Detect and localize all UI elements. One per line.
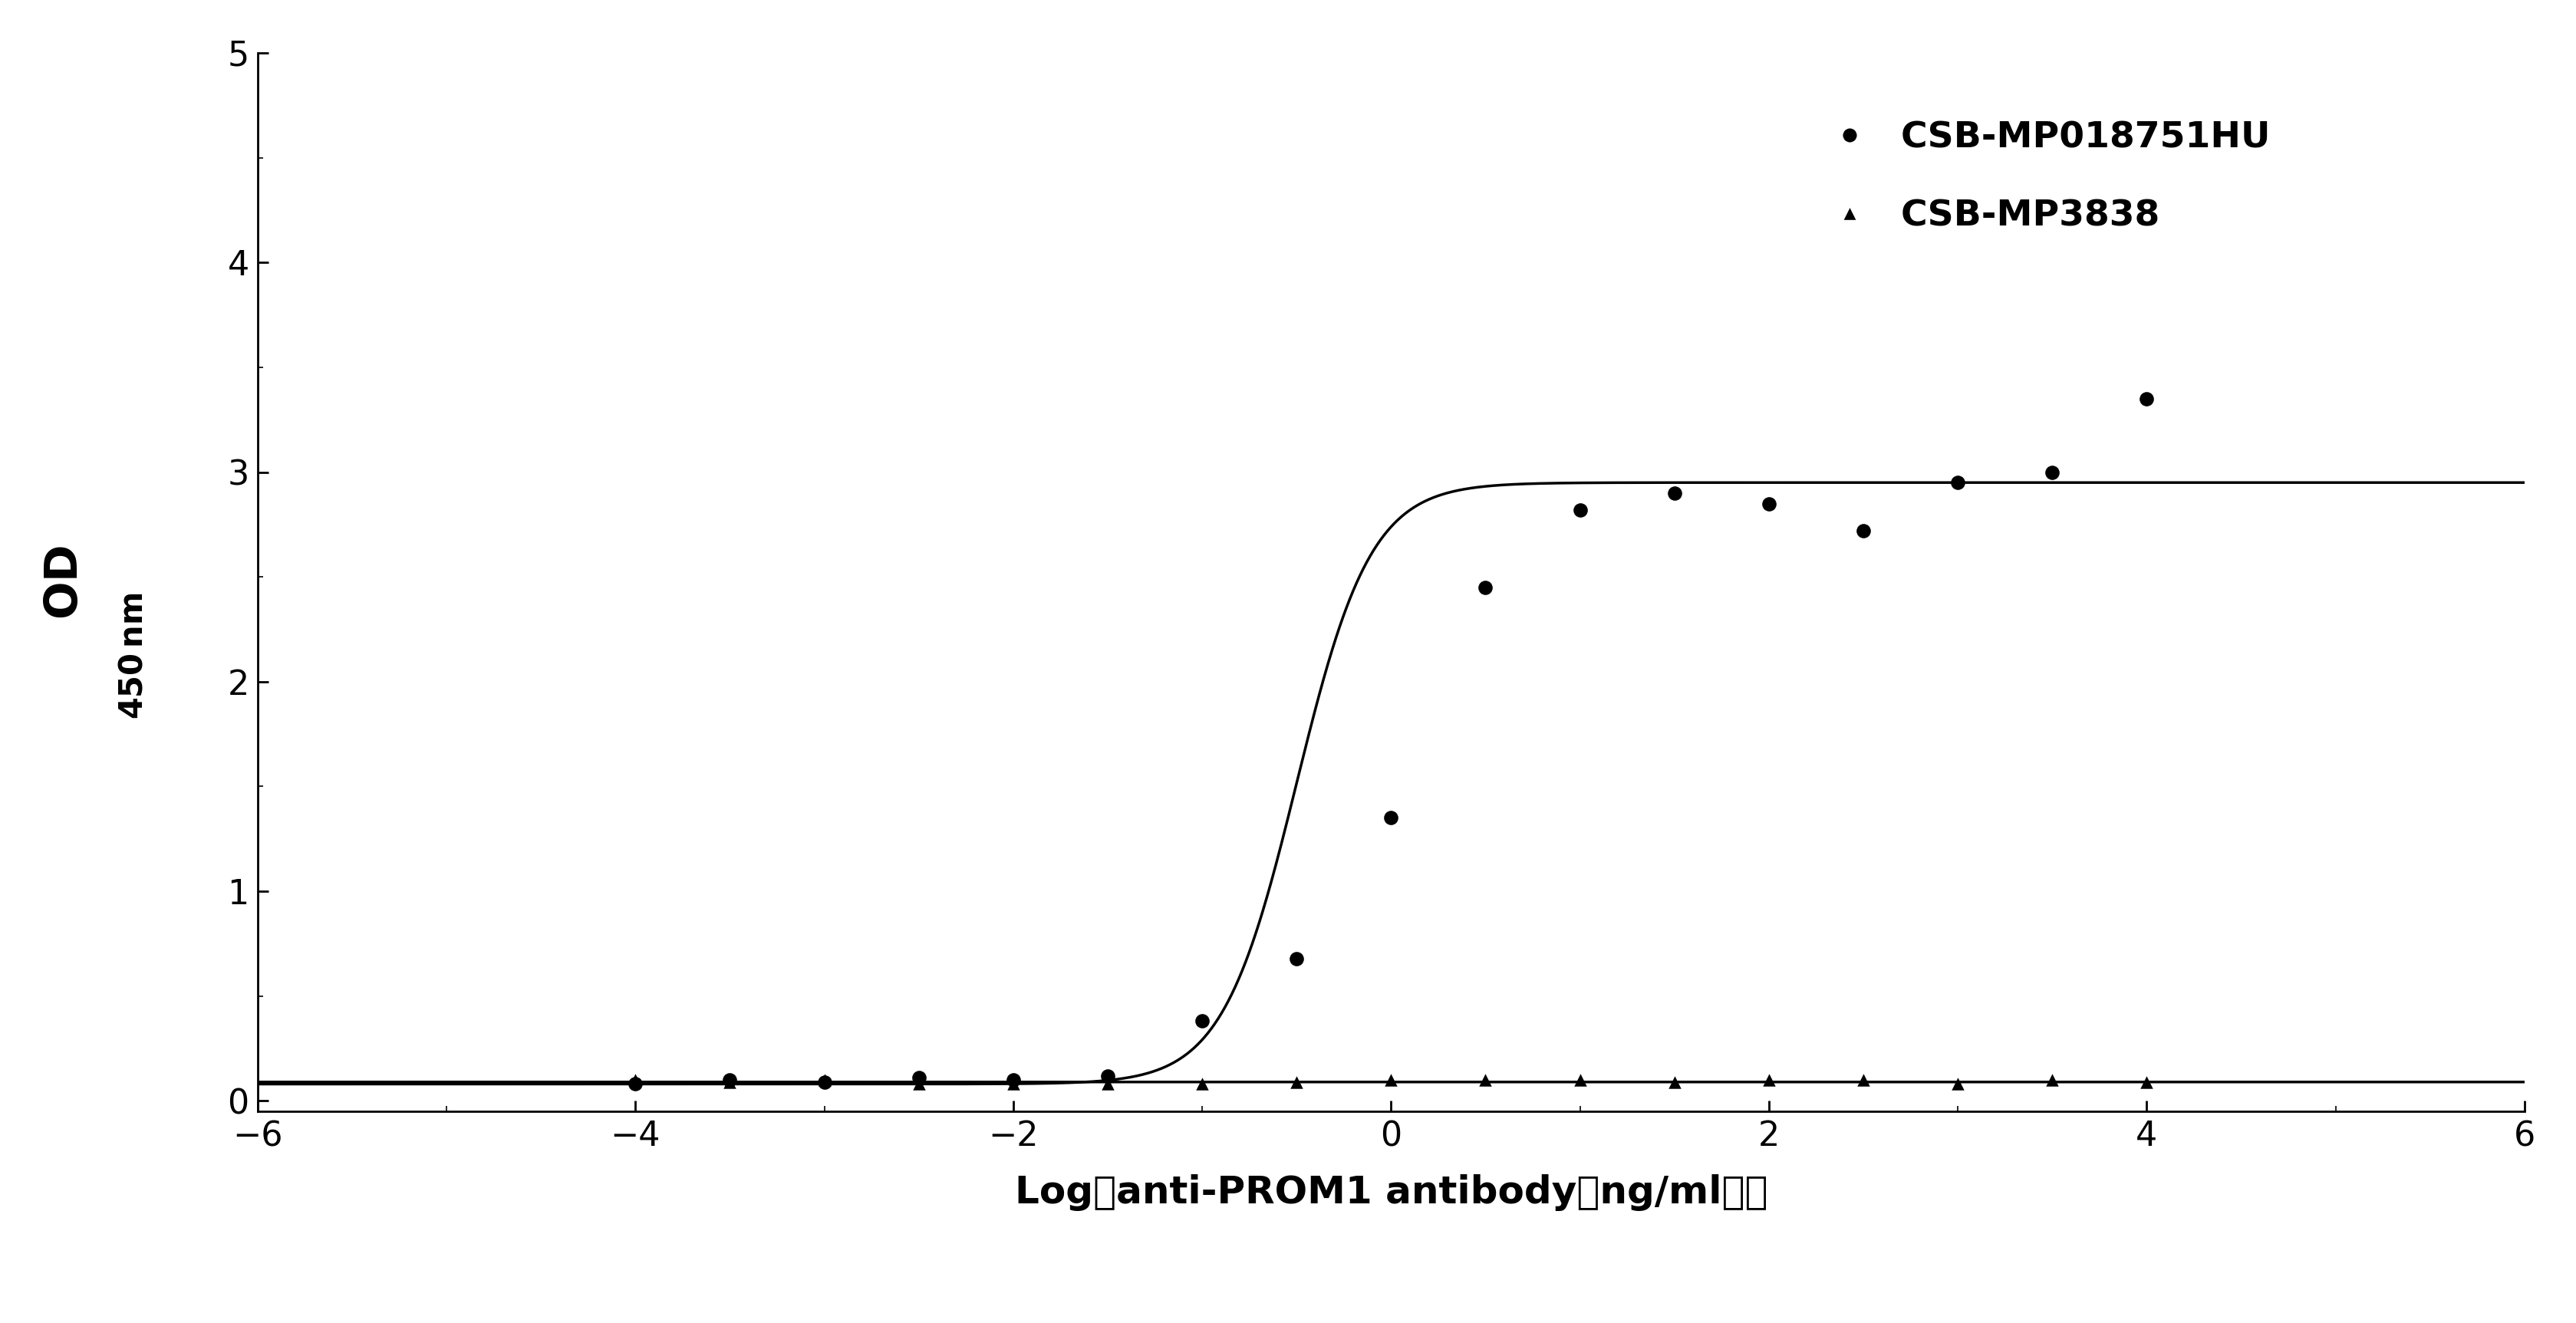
Legend: CSB-MP018751HU, CSB-MP3838: CSB-MP018751HU, CSB-MP3838 <box>1816 103 2287 251</box>
X-axis label: Log（anti-PROM1 antibody（ng/ml））: Log（anti-PROM1 antibody（ng/ml）） <box>1015 1174 1767 1211</box>
Point <box>899 1073 940 1094</box>
Point <box>1842 520 1883 541</box>
Point <box>616 1069 657 1090</box>
Point <box>1558 1069 1600 1090</box>
Point <box>2125 1072 2166 1093</box>
Point <box>992 1069 1033 1090</box>
Point <box>804 1072 845 1093</box>
Point <box>1466 577 1507 598</box>
Point <box>1654 483 1695 504</box>
Point <box>899 1068 940 1089</box>
Point <box>1275 947 1316 968</box>
Point <box>1370 807 1412 828</box>
Point <box>1087 1065 1128 1086</box>
Text: $\mathbf{450\,nm}$: $\mathbf{450\,nm}$ <box>116 593 149 720</box>
Point <box>1087 1073 1128 1094</box>
Point <box>708 1069 750 1090</box>
Point <box>1275 1072 1316 1093</box>
Point <box>2032 1069 2074 1090</box>
Point <box>1182 1073 1224 1094</box>
Point <box>804 1069 845 1090</box>
Point <box>992 1073 1033 1094</box>
Point <box>1749 1069 1790 1090</box>
Point <box>1654 1072 1695 1093</box>
Point <box>1182 1011 1224 1032</box>
Point <box>1558 499 1600 520</box>
Point <box>1842 1069 1883 1090</box>
Point <box>1466 1069 1507 1090</box>
Point <box>1749 493 1790 515</box>
Point <box>2032 462 2074 483</box>
Point <box>1370 1069 1412 1090</box>
Point <box>1937 472 1978 493</box>
Point <box>1937 1073 1978 1094</box>
Point <box>616 1073 657 1094</box>
Text: $\mathbf{OD}$: $\mathbf{OD}$ <box>44 545 88 619</box>
Point <box>2125 388 2166 409</box>
Point <box>708 1072 750 1093</box>
